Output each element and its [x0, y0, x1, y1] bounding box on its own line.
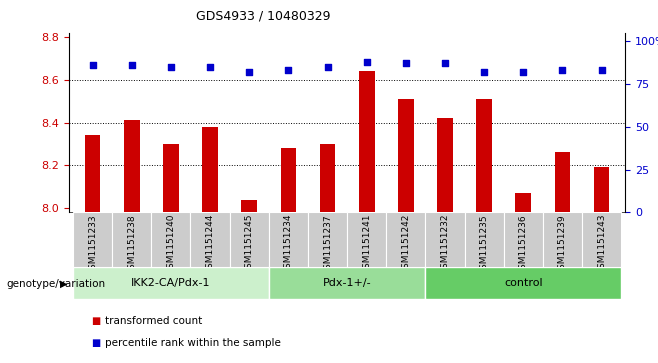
- Text: Pdx-1+/-: Pdx-1+/-: [323, 278, 371, 288]
- Bar: [347, 212, 386, 267]
- Bar: [386, 212, 426, 267]
- Bar: [73, 267, 268, 299]
- Bar: [437, 118, 453, 212]
- Point: [518, 69, 528, 75]
- Text: control: control: [504, 278, 543, 288]
- Text: GDS4933 / 10480329: GDS4933 / 10480329: [196, 9, 330, 22]
- Bar: [426, 267, 621, 299]
- Bar: [230, 212, 268, 267]
- Text: GSM1151241: GSM1151241: [362, 214, 371, 274]
- Bar: [163, 144, 179, 212]
- Text: GSM1151239: GSM1151239: [558, 214, 567, 275]
- Text: ■: ■: [91, 316, 100, 326]
- Bar: [73, 212, 112, 267]
- Bar: [465, 212, 504, 267]
- Text: GSM1151232: GSM1151232: [440, 214, 449, 274]
- Bar: [268, 212, 308, 267]
- Bar: [320, 144, 336, 212]
- Bar: [359, 71, 374, 212]
- Text: genotype/variation: genotype/variation: [7, 279, 106, 289]
- Point: [361, 59, 372, 65]
- Text: percentile rank within the sample: percentile rank within the sample: [105, 338, 281, 348]
- Text: GSM1151245: GSM1151245: [245, 214, 254, 274]
- Bar: [241, 200, 257, 212]
- Text: ▶: ▶: [61, 279, 68, 289]
- Bar: [426, 212, 465, 267]
- Bar: [124, 121, 139, 212]
- Point: [126, 62, 137, 68]
- Text: transformed count: transformed count: [105, 316, 203, 326]
- Bar: [190, 212, 230, 267]
- Point: [166, 64, 176, 70]
- Bar: [398, 99, 414, 212]
- Bar: [112, 212, 151, 267]
- Point: [557, 68, 568, 73]
- Text: GSM1151242: GSM1151242: [401, 214, 411, 274]
- Point: [322, 64, 333, 70]
- Text: GSM1151243: GSM1151243: [597, 214, 606, 274]
- Point: [401, 61, 411, 66]
- Bar: [515, 193, 531, 212]
- Point: [88, 62, 98, 68]
- Text: ■: ■: [91, 338, 100, 348]
- Point: [205, 64, 215, 70]
- Text: GSM1151234: GSM1151234: [284, 214, 293, 274]
- Bar: [202, 127, 218, 212]
- Text: GSM1151233: GSM1151233: [88, 214, 97, 275]
- Text: IKK2-CA/Pdx-1: IKK2-CA/Pdx-1: [131, 278, 211, 288]
- Text: GSM1151237: GSM1151237: [323, 214, 332, 275]
- Text: GSM1151238: GSM1151238: [127, 214, 136, 275]
- Point: [440, 61, 450, 66]
- Bar: [555, 152, 570, 212]
- Text: GSM1151235: GSM1151235: [480, 214, 489, 275]
- Point: [283, 68, 293, 73]
- Point: [479, 69, 490, 75]
- Bar: [504, 212, 543, 267]
- Bar: [476, 99, 492, 212]
- Bar: [268, 267, 426, 299]
- Bar: [594, 167, 609, 212]
- Bar: [151, 212, 190, 267]
- Text: GSM1151236: GSM1151236: [519, 214, 528, 275]
- Bar: [543, 212, 582, 267]
- Bar: [280, 148, 296, 212]
- Point: [596, 68, 607, 73]
- Bar: [582, 212, 621, 267]
- Bar: [85, 135, 101, 212]
- Text: GSM1151244: GSM1151244: [205, 214, 215, 274]
- Point: [244, 69, 255, 75]
- Text: GSM1151240: GSM1151240: [166, 214, 176, 274]
- Bar: [308, 212, 347, 267]
